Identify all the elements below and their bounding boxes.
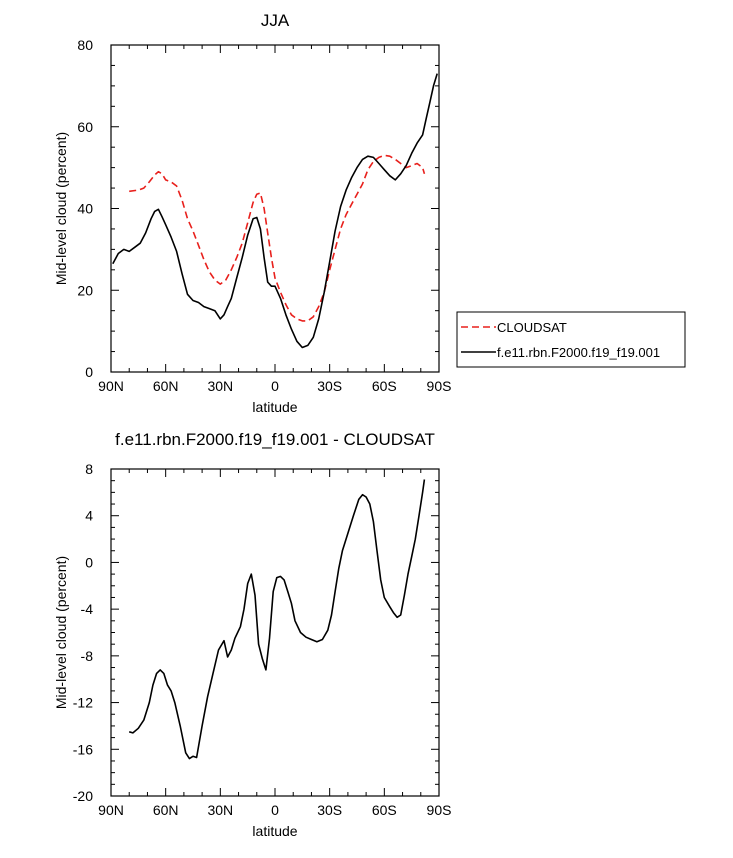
x-tick-label: 30S bbox=[317, 378, 342, 394]
series-line-2 bbox=[112, 73, 438, 349]
y-tick-label: 40 bbox=[77, 201, 93, 217]
y-axis-label: Mid-level cloud (percent) bbox=[53, 556, 69, 709]
y-tick-label: 0 bbox=[85, 554, 93, 570]
x-tick-label: 60N bbox=[153, 802, 179, 818]
y-tick-label: 80 bbox=[77, 37, 93, 53]
y-tick-label: -12 bbox=[73, 695, 93, 711]
x-tick-label: 90N bbox=[98, 802, 124, 818]
x-tick-label: 90N bbox=[98, 378, 124, 394]
x-tick-label: 90S bbox=[427, 378, 452, 394]
legend: CLOUDSAT f.e11.rbn.F2000.f19_f19.001 bbox=[456, 311, 686, 368]
chart-title: f.e11.rbn.F2000.f19_f19.001 - CLOUDSAT bbox=[115, 430, 435, 449]
series-line-1 bbox=[128, 479, 426, 760]
x-tick-label: 60S bbox=[372, 802, 397, 818]
y-tick-label: 60 bbox=[77, 119, 93, 135]
x-tick-label: 60N bbox=[153, 378, 179, 394]
x-tick-label: 30S bbox=[317, 802, 342, 818]
x-tick-label: 90S bbox=[427, 802, 452, 818]
x-tick-label: 60S bbox=[372, 378, 397, 394]
legend-box bbox=[456, 311, 686, 368]
x-tick-label: 0 bbox=[271, 378, 279, 394]
plot-frame bbox=[110, 468, 440, 797]
y-tick-label: -20 bbox=[73, 788, 93, 804]
y-tick-label: -16 bbox=[73, 741, 93, 757]
y-tick-label: 4 bbox=[85, 508, 93, 524]
chart-panel-2: f.e11.rbn.F2000.f19_f19.001 - CLOUDSAT 90… bbox=[53, 430, 451, 839]
x-axis-label: latitude bbox=[252, 399, 297, 415]
chart-title: JJA bbox=[261, 11, 290, 30]
chart-panel-1: JJA 90N 60N 30N 0 30S 60S 90S 0 20 40 60 80 latitude M… bbox=[53, 11, 451, 415]
legend-label: f.e11.rbn.F2000.f19_f19.001 bbox=[497, 345, 660, 360]
y-tick-label: -8 bbox=[81, 648, 94, 664]
y-axis-label: Mid-level cloud (percent) bbox=[53, 132, 69, 285]
legend-label: CLOUDSAT bbox=[497, 320, 567, 335]
y-tick-label: 0 bbox=[85, 364, 93, 380]
plot-frame bbox=[110, 44, 440, 373]
x-tick-label: 0 bbox=[271, 802, 279, 818]
series-line-1 bbox=[129, 154, 426, 322]
x-tick-label: 30N bbox=[207, 802, 233, 818]
x-axis-label: latitude bbox=[252, 823, 297, 839]
y-tick-label: 20 bbox=[77, 282, 93, 298]
y-tick-label: 8 bbox=[85, 461, 93, 477]
y-tick-label: -4 bbox=[81, 601, 94, 617]
x-tick-label: 30N bbox=[207, 378, 233, 394]
